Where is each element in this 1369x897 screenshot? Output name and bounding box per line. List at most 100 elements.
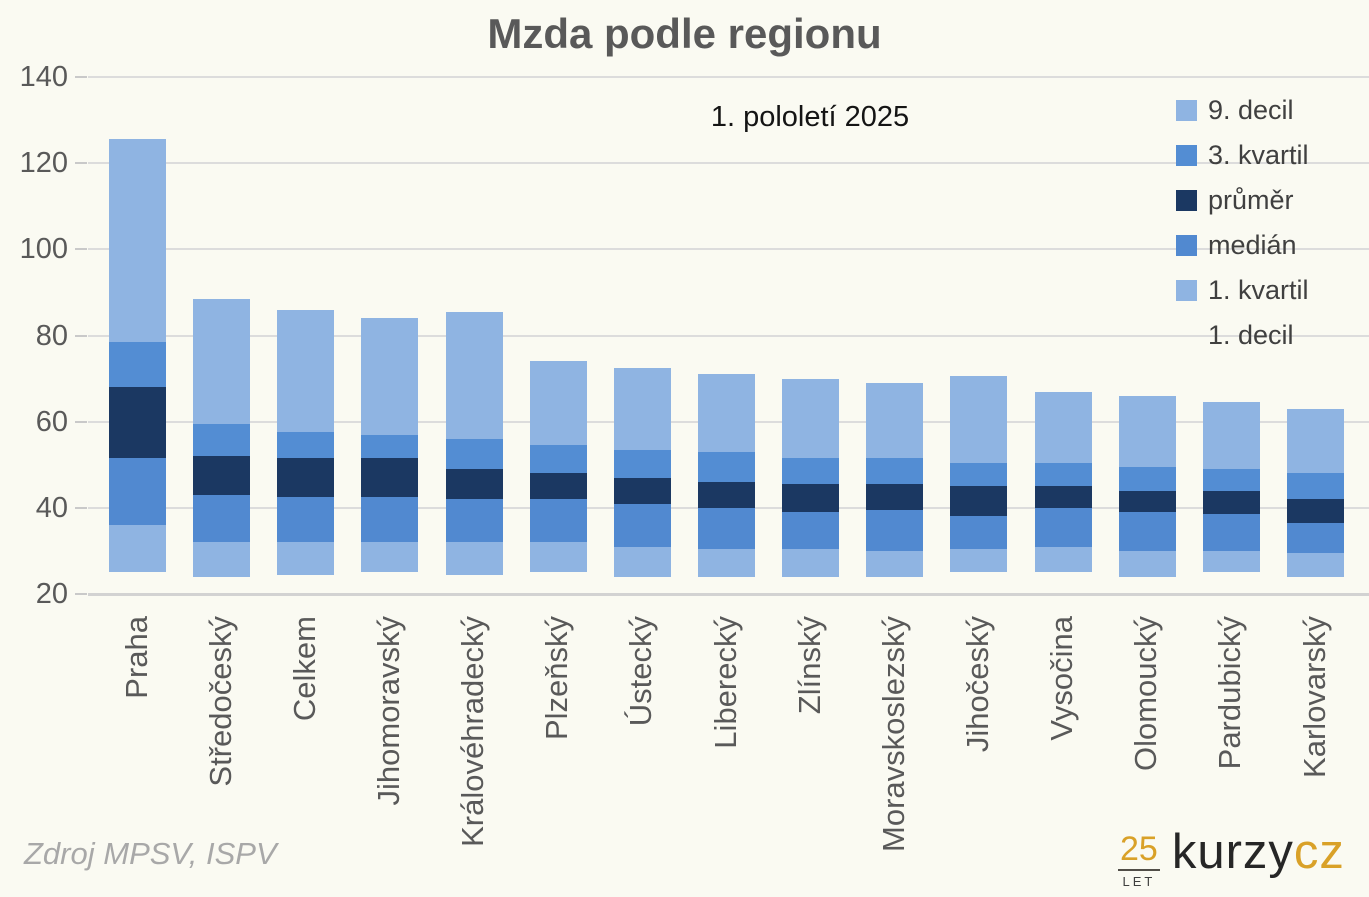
- x-axis-label: Středočeský: [202, 616, 238, 787]
- bar-segment: [109, 525, 166, 573]
- bar-segment: [277, 309, 335, 433]
- x-axis-label: Karlovarský: [1296, 616, 1332, 778]
- x-axis-label: Liberecký: [707, 616, 743, 749]
- bar-segment: [445, 469, 503, 500]
- gridline: [88, 76, 1369, 78]
- bar-segment: [698, 451, 755, 482]
- bar-segment: [193, 494, 251, 543]
- legend-item: 1. decil: [1176, 313, 1309, 358]
- y-axis-tick: [75, 162, 87, 165]
- bar-segment: [1118, 395, 1176, 467]
- bar-segment: [109, 341, 166, 388]
- legend-item: průměr: [1176, 178, 1309, 223]
- x-axis-label: Plzeňský: [539, 616, 575, 741]
- bar-segment: [1202, 490, 1260, 515]
- bar-segment: [361, 542, 419, 573]
- bar-segment: [1118, 466, 1176, 491]
- bar-segment: [193, 456, 251, 495]
- logo-kurzy-text: kurzy: [1171, 825, 1294, 879]
- bar-segment: [1287, 499, 1344, 523]
- bar-segment: [1034, 462, 1092, 487]
- logo-25-text: 25: [1118, 832, 1160, 871]
- bar-segment: [193, 542, 251, 577]
- bar-segment: [698, 507, 755, 549]
- bar-segment: [277, 542, 335, 575]
- bar-segment: [866, 509, 924, 551]
- bar-segment: [1034, 546, 1092, 573]
- x-axis-label: Moravskoslezský: [875, 616, 911, 852]
- bar-segment: [613, 477, 671, 504]
- y-axis-label: 100: [19, 233, 68, 266]
- bar-segment: [1202, 402, 1260, 470]
- bar-segment: [1202, 469, 1260, 491]
- y-axis-label: 20: [35, 578, 68, 610]
- bar-segment: [866, 458, 924, 485]
- bar-segment: [109, 458, 166, 526]
- bar-segment: [782, 548, 840, 577]
- legend-item-label: 9. decil: [1208, 95, 1294, 125]
- x-axis-label: Jihočeský: [959, 616, 995, 753]
- bar-segment: [109, 387, 166, 459]
- legend-item: medián: [1176, 223, 1309, 268]
- bar-segment: [866, 550, 924, 577]
- bar-segment: [277, 458, 335, 498]
- bar-segment: [445, 542, 503, 575]
- legend-swatch-icon: [1176, 280, 1197, 301]
- legend: 9. decil 3. kvartil průměr medián 1. kvartil…: [1176, 88, 1309, 358]
- y-axis-label: 120: [19, 147, 68, 180]
- x-axis-label: Celkem: [286, 616, 322, 722]
- x-axis-label: Olomoucký: [1128, 616, 1164, 772]
- bar-segment: [866, 484, 924, 510]
- bar-segment: [1287, 408, 1344, 474]
- bar-segment: [529, 542, 587, 573]
- bar-segment: [361, 497, 419, 543]
- bar-segment: [950, 516, 1008, 549]
- logo-brand: kurzycz: [1171, 825, 1345, 880]
- bar-segment: [109, 139, 166, 342]
- bar-segment: [277, 432, 335, 459]
- bar-segment: [1287, 553, 1344, 577]
- kurzy-logo: 25 LET kurzycz: [1118, 825, 1345, 889]
- y-axis-tick: [75, 420, 87, 423]
- bar-segment: [1034, 486, 1092, 508]
- bar-segment: [782, 512, 840, 549]
- bar-segment: [613, 367, 671, 450]
- x-axis-label: Pardubický: [1212, 616, 1248, 770]
- bar-segment: [1202, 514, 1260, 551]
- y-axis-tick: [75, 593, 87, 595]
- y-axis-label: 60: [35, 405, 68, 438]
- chart-subtitle: 1. pololetí 2025: [710, 101, 910, 133]
- bar-segment: [782, 484, 840, 513]
- bar-segment: [529, 473, 587, 500]
- x-axis-label: Královéhradecký: [455, 616, 491, 847]
- bar-segment: [361, 318, 419, 435]
- bar-segment: [613, 546, 671, 577]
- y-axis-tick: [75, 248, 87, 251]
- bar-segment: [698, 481, 755, 508]
- y-axis-tick: [75, 334, 87, 337]
- bar-segment: [950, 486, 1008, 517]
- bar-segment: [1034, 391, 1092, 463]
- logo-let-text: LET: [1122, 874, 1156, 889]
- legend-item-label: medián: [1208, 230, 1297, 260]
- bar-segment: [782, 378, 840, 459]
- y-axis-tick: [75, 506, 87, 509]
- x-axis-label: Zlínský: [791, 616, 827, 715]
- bar-segment: [361, 458, 419, 498]
- legend-item: 9. decil: [1176, 88, 1309, 133]
- bar-segment: [950, 548, 1008, 573]
- legend-item: 1. kvartil: [1176, 268, 1309, 313]
- bar-segment: [1287, 473, 1344, 500]
- x-axis-label: Ústecký: [623, 616, 659, 727]
- legend-swatch-icon: [1176, 325, 1197, 346]
- gridline: [88, 248, 1369, 251]
- bar-segment: [361, 434, 419, 459]
- bar-segment: [1287, 522, 1344, 554]
- y-axis-tick: [75, 76, 87, 78]
- legend-swatch-icon: [1176, 145, 1197, 166]
- bar-segment: [1118, 512, 1176, 551]
- bar-segment: [782, 458, 840, 485]
- logo-cz-text: cz: [1293, 825, 1345, 879]
- x-axis-label: Jihomoravský: [370, 616, 406, 806]
